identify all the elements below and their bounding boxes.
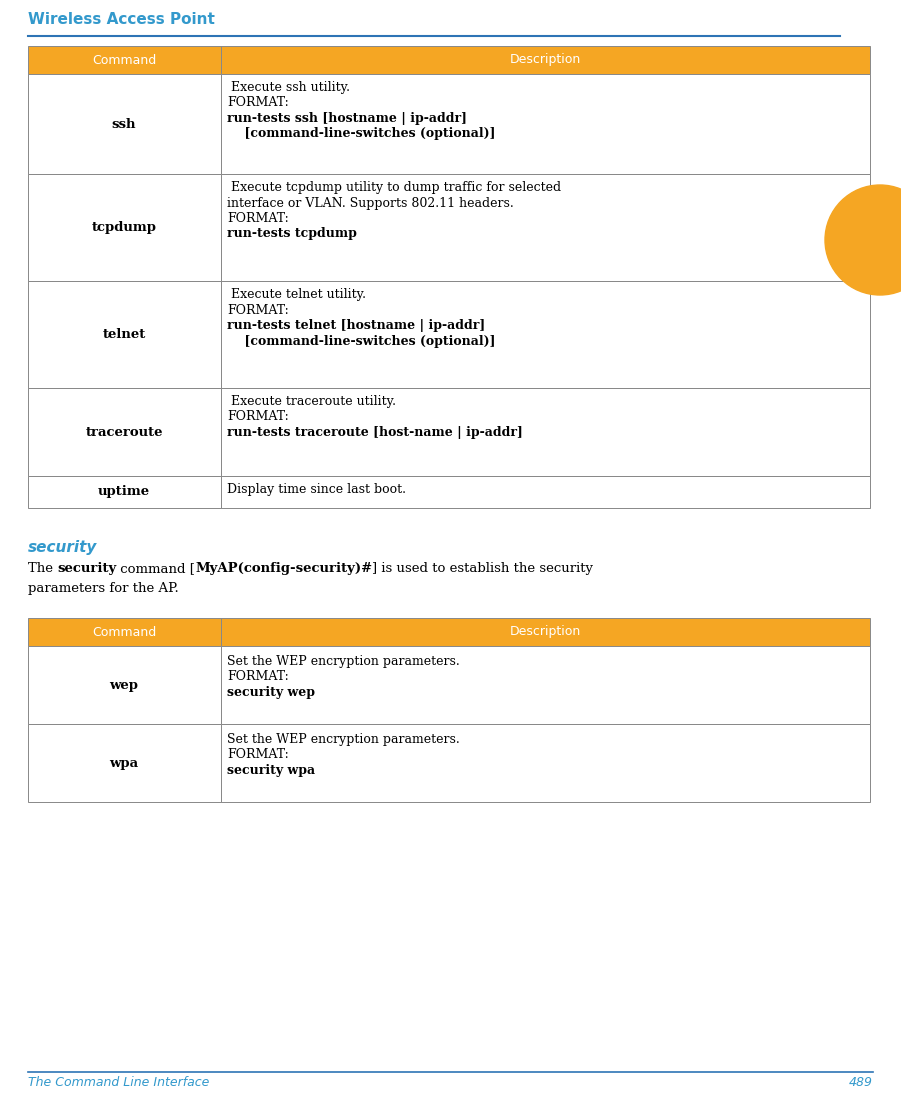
Text: wpa: wpa <box>109 757 139 769</box>
Text: Execute ssh utility.: Execute ssh utility. <box>227 81 350 94</box>
Bar <box>28 174 221 281</box>
Bar <box>221 646 870 724</box>
Bar <box>221 476 870 508</box>
Text: Display time since last boot.: Display time since last boot. <box>227 483 406 496</box>
Bar <box>221 388 870 476</box>
Text: FORMAT:: FORMAT: <box>227 303 288 316</box>
Text: The: The <box>28 562 58 575</box>
Bar <box>221 281 870 388</box>
Text: wep: wep <box>110 678 139 692</box>
Text: command [: command [ <box>116 562 196 575</box>
Text: run-tests telnet [hostname | ip-addr]: run-tests telnet [hostname | ip-addr] <box>227 319 486 332</box>
Text: Description: Description <box>509 626 580 638</box>
Bar <box>221 74 870 174</box>
Bar <box>28 618 221 646</box>
Text: Command: Command <box>92 626 156 638</box>
Text: FORMAT:: FORMAT: <box>227 411 288 424</box>
Bar <box>221 174 870 281</box>
Text: traceroute: traceroute <box>86 425 163 438</box>
Text: run-tests tcpdump: run-tests tcpdump <box>227 228 357 241</box>
Text: Set the WEP encryption parameters.: Set the WEP encryption parameters. <box>227 655 460 668</box>
Text: security: security <box>58 562 116 575</box>
Text: security: security <box>28 539 97 555</box>
Text: Wireless Access Point: Wireless Access Point <box>28 12 214 27</box>
Bar <box>28 646 221 724</box>
Text: The Command Line Interface: The Command Line Interface <box>28 1076 209 1089</box>
Text: Execute telnet utility.: Execute telnet utility. <box>227 287 366 301</box>
Text: security wep: security wep <box>227 686 315 699</box>
Text: tcpdump: tcpdump <box>92 221 157 233</box>
Circle shape <box>825 185 901 295</box>
Bar <box>28 724 221 803</box>
Text: uptime: uptime <box>98 485 150 498</box>
Text: 489: 489 <box>849 1076 873 1089</box>
Text: run-tests ssh [hostname | ip-addr]: run-tests ssh [hostname | ip-addr] <box>227 112 467 125</box>
Text: FORMAT:: FORMAT: <box>227 670 288 684</box>
Text: FORMAT:: FORMAT: <box>227 212 288 225</box>
Bar <box>28 388 221 476</box>
Text: Set the WEP encryption parameters.: Set the WEP encryption parameters. <box>227 733 460 746</box>
Text: Description: Description <box>509 53 580 67</box>
Text: security wpa: security wpa <box>227 764 315 777</box>
Text: MyAP(config-security)#: MyAP(config-security)# <box>196 562 372 575</box>
Text: ssh: ssh <box>112 118 136 131</box>
Bar <box>28 281 221 388</box>
Text: FORMAT:: FORMAT: <box>227 748 288 761</box>
Text: Execute tcpdump utility to dump traffic for selected: Execute tcpdump utility to dump traffic … <box>227 181 561 194</box>
Text: [command-line-switches (optional)]: [command-line-switches (optional)] <box>227 334 496 347</box>
Bar <box>221 618 870 646</box>
Text: Execute traceroute utility.: Execute traceroute utility. <box>227 395 396 408</box>
Text: Command: Command <box>92 53 156 67</box>
Text: telnet: telnet <box>103 327 146 341</box>
Bar <box>221 46 870 74</box>
Bar <box>28 476 221 508</box>
Text: FORMAT:: FORMAT: <box>227 97 288 110</box>
Bar <box>28 46 221 74</box>
Text: run-tests traceroute [host-name | ip-addr]: run-tests traceroute [host-name | ip-add… <box>227 426 523 438</box>
Text: ] is used to establish the security: ] is used to establish the security <box>372 562 594 575</box>
Text: [command-line-switches (optional)]: [command-line-switches (optional)] <box>227 128 496 141</box>
Text: interface or VLAN. Supports 802.11 headers.: interface or VLAN. Supports 802.11 heade… <box>227 196 514 210</box>
Text: parameters for the AP.: parameters for the AP. <box>28 582 178 595</box>
Bar <box>221 724 870 803</box>
Bar <box>28 74 221 174</box>
